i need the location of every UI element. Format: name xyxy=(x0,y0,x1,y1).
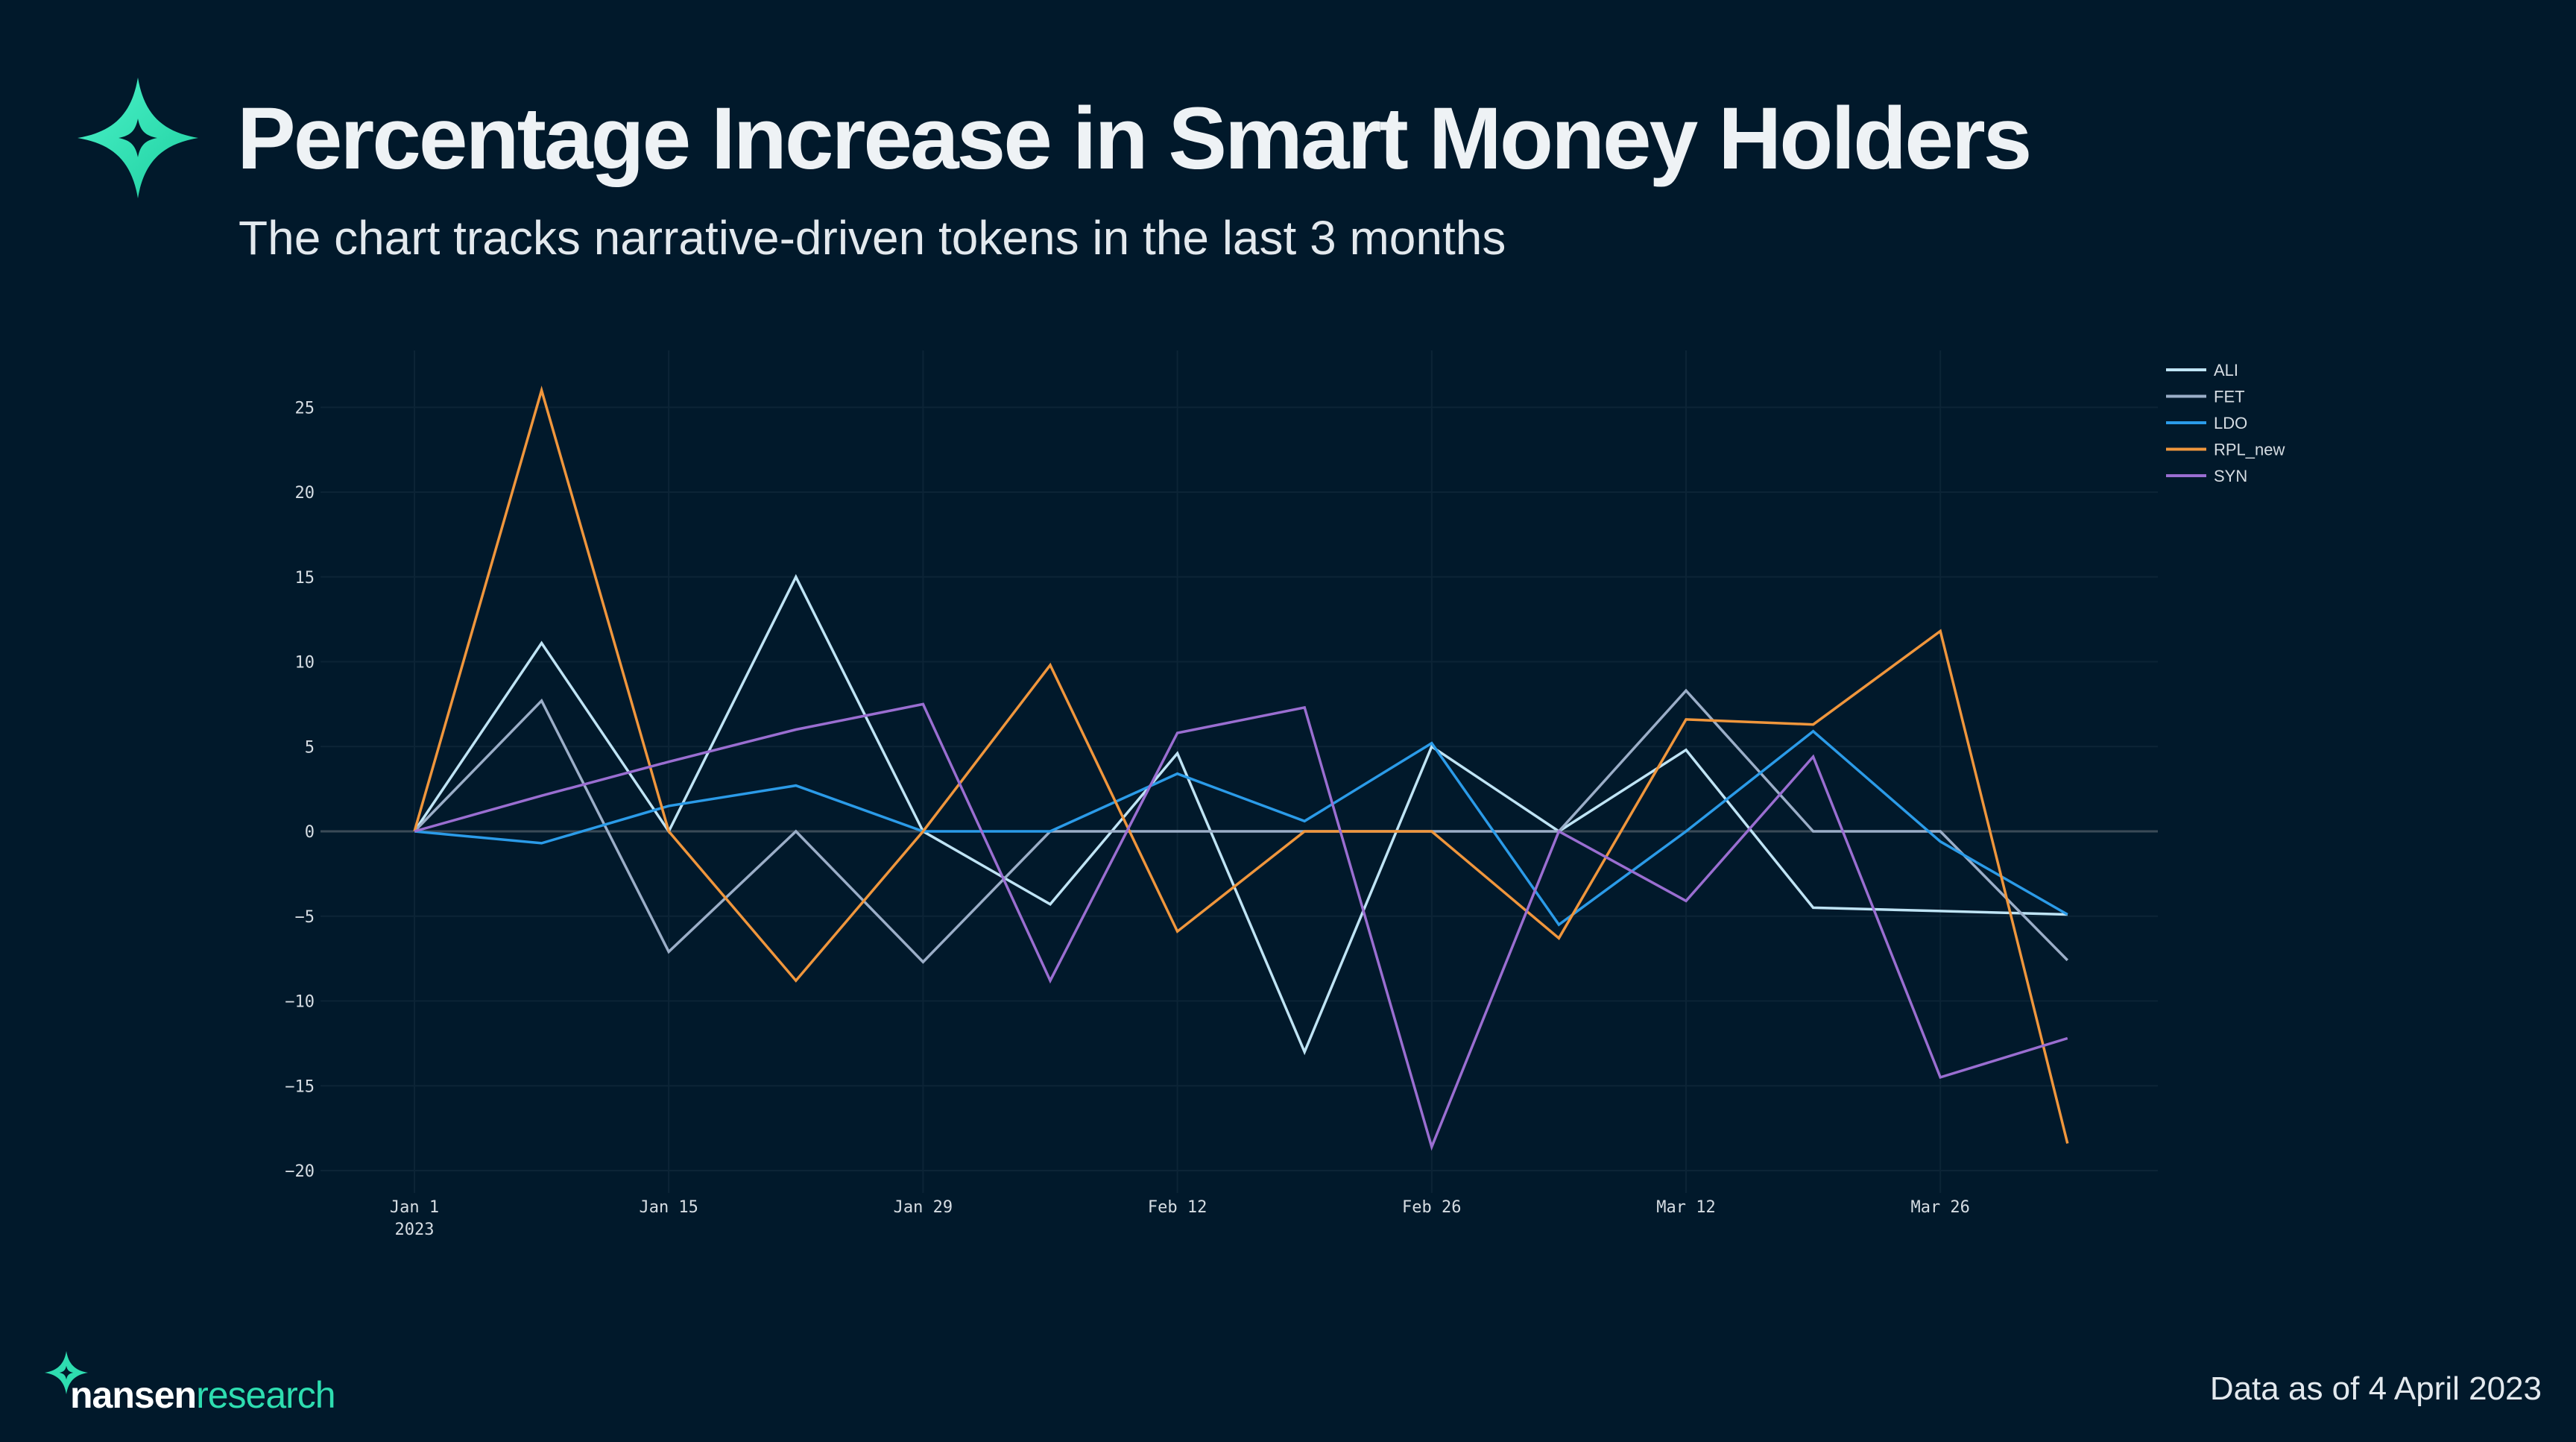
series-line-syn xyxy=(414,702,2068,1151)
chart-legend[interactable]: ALI FET LDO RPL_new SYN xyxy=(2166,361,2285,485)
x-tick-label: Jan 29 xyxy=(894,1198,953,1217)
x-tick-label: Mar 12 xyxy=(1656,1198,1715,1217)
y-tick-label: 0 xyxy=(305,823,315,842)
legend-item-fet[interactable]: FET xyxy=(2166,388,2245,406)
legend-label: SYN xyxy=(2214,467,2247,485)
page-subtitle: The chart tracks narrative-driven tokens… xyxy=(239,211,1506,265)
y-tick-label: 15 xyxy=(295,569,315,588)
series-line-ali xyxy=(413,573,2068,1056)
series-line-fet xyxy=(413,688,2069,964)
legend-item-rpl_new[interactable]: RPL_new xyxy=(2166,441,2285,459)
chart-grid xyxy=(321,350,2158,1193)
brand-name-bold: nansen xyxy=(70,1374,197,1416)
x-tick-label: Jan 1 xyxy=(390,1198,439,1217)
y-tick-label: 5 xyxy=(305,738,315,757)
y-tick-label: −5 xyxy=(295,908,315,927)
legend-label: FET xyxy=(2214,388,2245,406)
chart-axes: 25 20 15 10 5 0 −5 −10 −15 −20 Jan 1 2023 Jan 15 Jan … xyxy=(285,399,1970,1239)
chart-series xyxy=(413,385,2069,1151)
legend-label: RPL_new xyxy=(2214,441,2285,459)
x-tick-label: Jan 15 xyxy=(639,1198,698,1217)
series-line-ldo xyxy=(414,729,2068,927)
legend-item-syn[interactable]: SYN xyxy=(2166,467,2247,485)
nansen-star-logo-icon xyxy=(78,78,198,198)
legend-label: LDO xyxy=(2214,414,2247,432)
x-tick-label: Feb 26 xyxy=(1402,1198,1461,1217)
legend-item-ldo[interactable]: LDO xyxy=(2166,414,2247,432)
y-tick-label: 25 xyxy=(295,399,315,418)
brand-name-light: research xyxy=(196,1374,336,1416)
y-tick-label: 20 xyxy=(295,484,315,503)
series-line-rpl_new xyxy=(413,385,2069,1145)
x-tick-label: Feb 12 xyxy=(1148,1198,1207,1217)
nansen-small-star-icon xyxy=(45,1351,88,1394)
page-title: Percentage Increase in Smart Money Holde… xyxy=(237,89,2032,188)
x-tick-label: Mar 26 xyxy=(1910,1198,1969,1217)
data-date-note: Data as of 4 April 2023 xyxy=(2209,1370,2542,1407)
x-tick-sublabel: 2023 xyxy=(395,1221,435,1239)
legend-item-ali[interactable]: ALI xyxy=(2166,361,2238,380)
y-tick-label: −20 xyxy=(285,1162,315,1181)
y-tick-label: −15 xyxy=(285,1077,315,1096)
y-tick-label: −10 xyxy=(285,993,315,1012)
y-tick-label: 10 xyxy=(295,654,315,673)
legend-label: ALI xyxy=(2214,361,2238,380)
